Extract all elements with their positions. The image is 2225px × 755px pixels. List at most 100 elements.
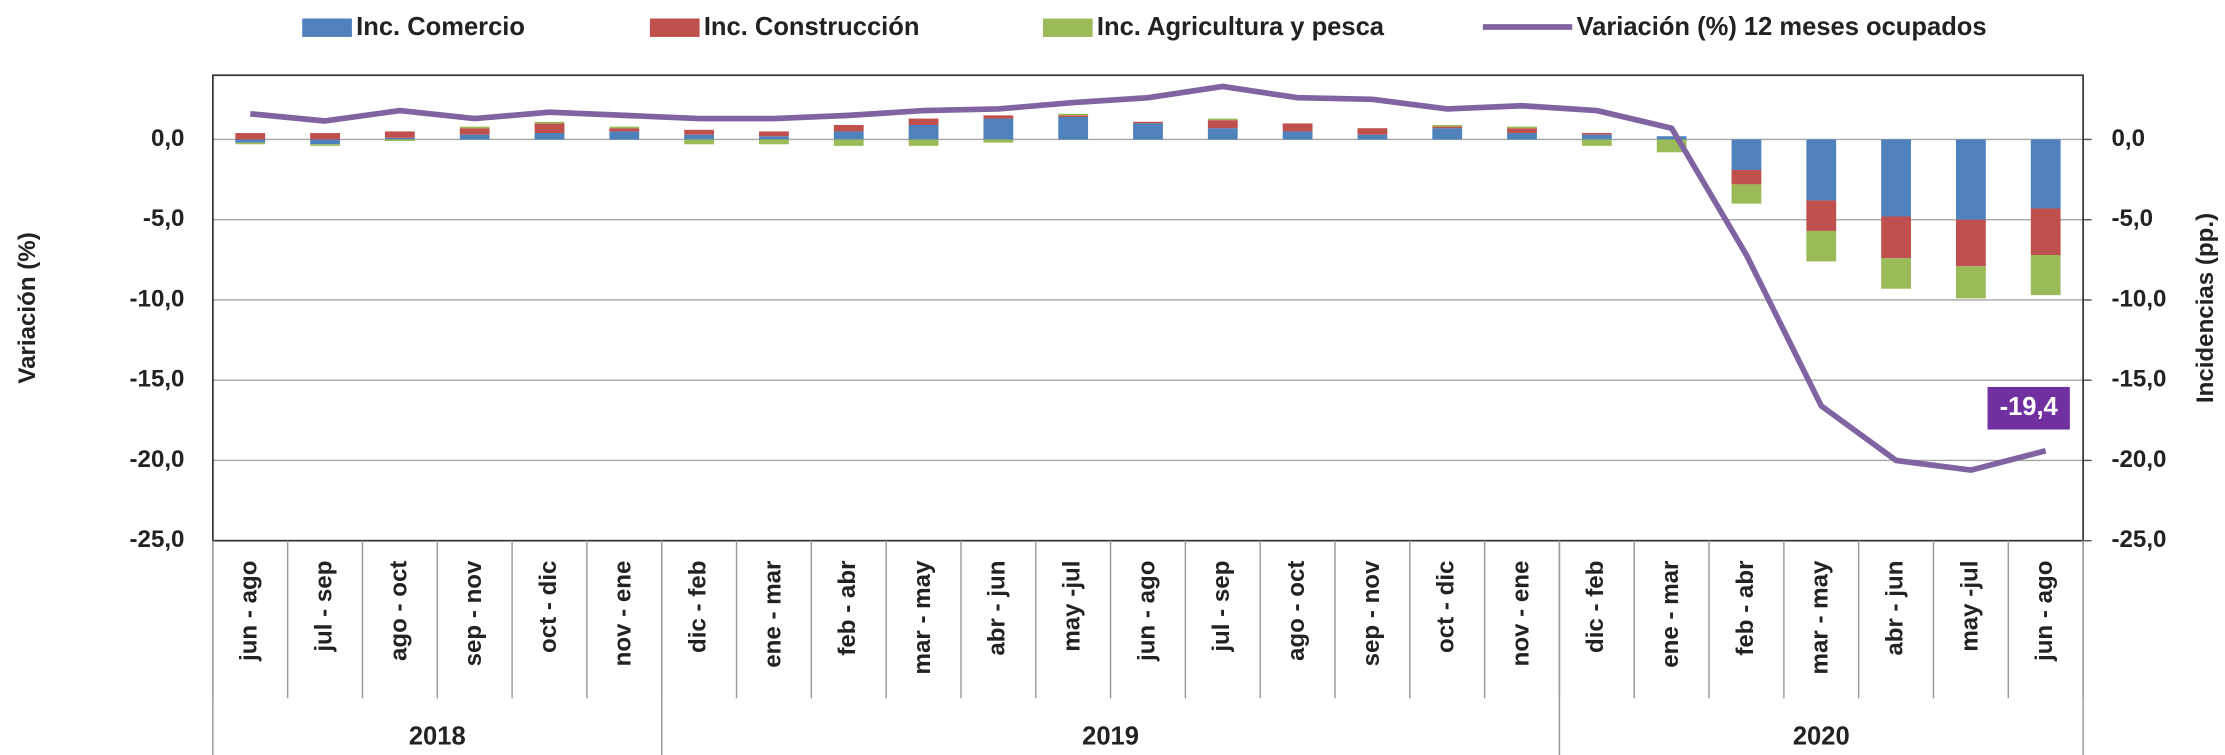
bar bbox=[235, 139, 266, 143]
bar bbox=[1058, 113, 1089, 116]
bar bbox=[759, 136, 789, 140]
bar bbox=[1881, 139, 1911, 217]
y2-tick-label: -20,0 bbox=[2111, 446, 2166, 473]
x-tick-label: ene - mar bbox=[1657, 560, 1684, 668]
y-tick-label: -25,0 bbox=[130, 526, 185, 553]
x-tick-label: sep - nov bbox=[460, 560, 487, 666]
x-tick-label: sep - nov bbox=[1358, 560, 1385, 666]
bar bbox=[1357, 128, 1388, 135]
legend-label: Inc. Construcción bbox=[704, 13, 920, 41]
bar bbox=[534, 123, 565, 134]
x-tick-label: ago - oct bbox=[385, 561, 412, 661]
x-tick-label: oct - dic bbox=[1433, 561, 1460, 653]
bar bbox=[1806, 230, 1837, 262]
bar bbox=[534, 133, 565, 140]
bar bbox=[1955, 266, 1986, 299]
x-tick-label: jun - ago bbox=[1133, 561, 1160, 662]
bar bbox=[833, 139, 864, 146]
bar bbox=[908, 118, 939, 126]
bar bbox=[609, 126, 640, 129]
y2-tick-label: -15,0 bbox=[2111, 366, 2166, 393]
group-label: 2020 bbox=[1793, 723, 1850, 751]
x-tick-label: abr - jun bbox=[1881, 561, 1908, 656]
bar bbox=[235, 142, 266, 145]
bar bbox=[1881, 216, 1911, 259]
y-tick-label: -20,0 bbox=[130, 446, 185, 473]
bar bbox=[1955, 219, 1986, 267]
bar bbox=[684, 139, 715, 145]
bar bbox=[1282, 131, 1313, 140]
group-label: 2019 bbox=[1082, 723, 1139, 751]
bar bbox=[310, 144, 340, 146]
bar bbox=[983, 118, 1014, 140]
legend-label: Inc. Agricultura y pesca bbox=[1097, 13, 1385, 41]
legend-label: Inc. Comercio bbox=[356, 13, 525, 41]
bar bbox=[384, 139, 415, 142]
bar bbox=[1581, 139, 1612, 146]
x-tick-label: dic - feb bbox=[684, 561, 711, 653]
y-tick-label: -10,0 bbox=[130, 285, 185, 312]
bar bbox=[2030, 139, 2061, 209]
bar bbox=[1133, 121, 1163, 124]
x-tick-label: feb - abr bbox=[834, 560, 861, 656]
bar bbox=[1282, 123, 1313, 132]
bar bbox=[1432, 126, 1463, 129]
bar bbox=[1806, 200, 1837, 231]
line bbox=[249, 83, 2047, 473]
x-tick-label: nov - ene bbox=[610, 561, 637, 667]
bar bbox=[1507, 126, 1537, 129]
bar bbox=[1207, 118, 1238, 121]
x-tick-label: mar - may bbox=[1807, 560, 1834, 674]
bar bbox=[908, 125, 939, 140]
bar bbox=[534, 121, 565, 124]
group-label: 2018 bbox=[409, 723, 466, 751]
legend-swatch bbox=[302, 18, 352, 37]
y2-tick-label: 0,0 bbox=[2111, 125, 2145, 152]
bar bbox=[384, 137, 415, 140]
bar bbox=[833, 125, 864, 132]
bar bbox=[759, 131, 789, 137]
bar bbox=[1581, 133, 1612, 135]
bar bbox=[1507, 133, 1537, 140]
x-tick-label: mar - may bbox=[909, 560, 936, 674]
bar bbox=[983, 139, 1014, 143]
bar bbox=[310, 139, 340, 145]
y-axis-label: Variación (%) bbox=[14, 232, 41, 383]
y-tick-label: 0,0 bbox=[151, 125, 185, 152]
x-tick-label: jun - ago bbox=[236, 561, 263, 662]
bar bbox=[684, 129, 715, 135]
x-tick-label: nov - ene bbox=[1507, 561, 1534, 667]
plot-frame bbox=[211, 74, 2084, 542]
bar bbox=[1881, 258, 1911, 289]
x-tick-label: may -jul bbox=[1059, 561, 1086, 652]
x-tick-label: abr - jun bbox=[984, 561, 1011, 656]
bar bbox=[2030, 208, 2061, 256]
bar bbox=[235, 133, 266, 140]
bar bbox=[2030, 255, 2061, 296]
y2-tick-label: -25,0 bbox=[2111, 526, 2166, 553]
bar bbox=[1432, 128, 1463, 140]
legend-label: Variación (%) 12 meses ocupados bbox=[1577, 13, 1987, 41]
x-tick-label: jun - ago bbox=[2031, 561, 2058, 662]
data-label: -19,4 bbox=[2000, 393, 2059, 421]
bar bbox=[983, 115, 1014, 119]
bar bbox=[1058, 116, 1089, 140]
bar bbox=[1731, 184, 1762, 204]
bar bbox=[310, 133, 340, 140]
x-tick-label: jul - sep bbox=[1208, 561, 1235, 653]
bar bbox=[459, 126, 490, 129]
y-tick-label: -5,0 bbox=[143, 205, 185, 232]
x-tick-label: oct - dic bbox=[535, 561, 562, 653]
y2-axis-label: Incidencias (pp.) bbox=[2192, 213, 2219, 403]
bar bbox=[1955, 139, 1986, 220]
bar bbox=[609, 128, 640, 132]
x-tick-label: jul - sep bbox=[310, 561, 337, 653]
bar bbox=[459, 134, 490, 140]
bar bbox=[1357, 134, 1388, 140]
data-label-box bbox=[1987, 386, 2070, 430]
bar bbox=[759, 139, 789, 145]
bar bbox=[1207, 120, 1238, 129]
bar bbox=[1806, 139, 1837, 201]
y2-tick-label: -10,0 bbox=[2111, 285, 2166, 312]
